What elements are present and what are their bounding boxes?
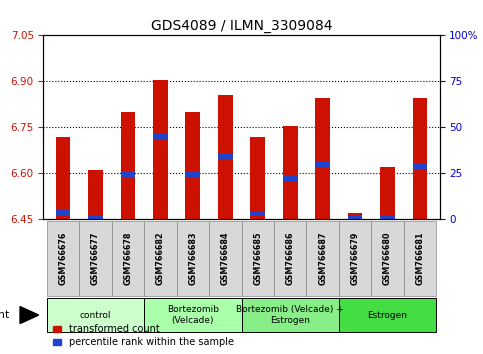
Bar: [283, 175, 298, 181]
Bar: [315, 98, 330, 219]
FancyBboxPatch shape: [47, 221, 79, 296]
Bar: [56, 209, 70, 215]
Bar: [185, 112, 200, 219]
Text: GSM766676: GSM766676: [58, 232, 68, 285]
FancyBboxPatch shape: [242, 298, 339, 332]
Bar: [88, 170, 103, 219]
Text: GSM766683: GSM766683: [188, 232, 197, 285]
FancyBboxPatch shape: [404, 221, 436, 296]
Text: GSM766681: GSM766681: [415, 232, 425, 285]
FancyBboxPatch shape: [47, 298, 144, 332]
FancyBboxPatch shape: [242, 221, 274, 296]
Polygon shape: [20, 307, 39, 324]
Bar: [218, 95, 233, 219]
FancyBboxPatch shape: [339, 298, 436, 332]
FancyBboxPatch shape: [339, 221, 371, 296]
FancyBboxPatch shape: [177, 221, 209, 296]
Bar: [413, 163, 427, 169]
FancyBboxPatch shape: [79, 221, 112, 296]
Text: GSM766679: GSM766679: [351, 232, 360, 285]
Bar: [121, 112, 135, 219]
Text: GSM766685: GSM766685: [253, 232, 262, 285]
Text: GSM766682: GSM766682: [156, 232, 165, 285]
Bar: [88, 215, 103, 221]
Text: Bortezomib
(Velcade): Bortezomib (Velcade): [167, 306, 219, 325]
Text: Bortezomib (Velcade) +
Estrogen: Bortezomib (Velcade) + Estrogen: [236, 306, 344, 325]
Bar: [283, 126, 298, 219]
Text: agent: agent: [0, 310, 10, 320]
FancyBboxPatch shape: [306, 221, 339, 296]
Text: GSM766677: GSM766677: [91, 232, 100, 285]
Bar: [348, 213, 362, 219]
Text: GSM766687: GSM766687: [318, 232, 327, 285]
FancyBboxPatch shape: [274, 221, 306, 296]
Text: GSM766680: GSM766680: [383, 232, 392, 285]
Bar: [218, 154, 233, 159]
Text: control: control: [80, 310, 111, 320]
Text: GSM766678: GSM766678: [123, 232, 132, 285]
FancyBboxPatch shape: [371, 221, 404, 296]
FancyBboxPatch shape: [209, 221, 242, 296]
Bar: [121, 172, 135, 178]
Bar: [380, 167, 395, 219]
Legend: transformed count, percentile rank within the sample: transformed count, percentile rank withi…: [53, 325, 234, 347]
Bar: [153, 134, 168, 139]
Bar: [185, 172, 200, 178]
Bar: [56, 137, 70, 219]
Bar: [153, 80, 168, 219]
Bar: [380, 215, 395, 221]
Bar: [250, 137, 265, 219]
Bar: [250, 211, 265, 216]
Bar: [413, 98, 427, 219]
Title: GDS4089 / ILMN_3309084: GDS4089 / ILMN_3309084: [151, 19, 332, 33]
Bar: [315, 161, 330, 167]
FancyBboxPatch shape: [144, 221, 177, 296]
Text: Estrogen: Estrogen: [368, 310, 408, 320]
Text: GSM766684: GSM766684: [221, 232, 230, 285]
FancyBboxPatch shape: [144, 298, 242, 332]
FancyBboxPatch shape: [112, 221, 144, 296]
Bar: [348, 215, 362, 221]
Text: GSM766686: GSM766686: [286, 232, 295, 285]
